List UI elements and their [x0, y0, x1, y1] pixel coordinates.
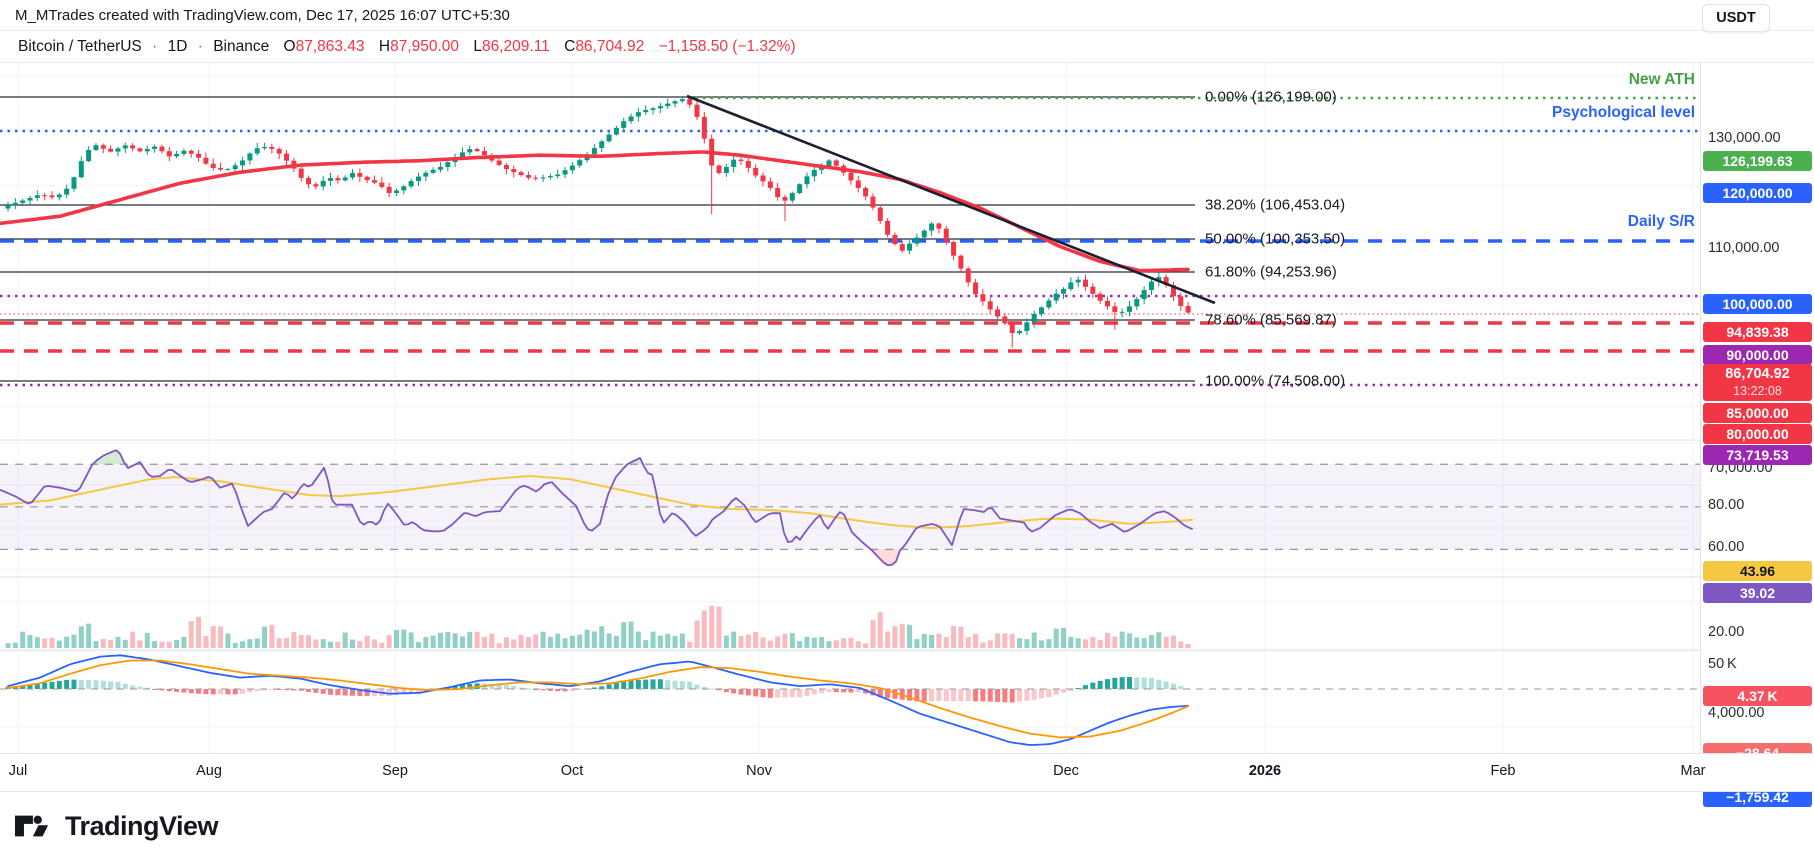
line-label-new-ath: New ATH — [1628, 71, 1695, 88]
axis-label: 50 K — [1708, 656, 1737, 672]
time-axis-month-label: Dec — [1053, 763, 1079, 779]
fib-level-label: 61.80% (94,253.96) — [1205, 263, 1337, 281]
tradingview-logo-icon — [15, 815, 49, 837]
tradingview-logo-text: TradingView — [65, 810, 219, 841]
price-badge: 43.96 — [1703, 561, 1812, 581]
time-axis-month-label: Sep — [382, 763, 408, 779]
fib-level-label: 78.60% (85,569.87) — [1205, 311, 1337, 329]
time-axis-month-label: Feb — [1490, 763, 1516, 779]
axis-label: 80.00 — [1708, 497, 1745, 513]
line-label-psychological-level: Psychological level — [1551, 104, 1695, 121]
price-badge: −1,759.42 — [1703, 787, 1812, 807]
line-label-daily-s-r: Daily S/R — [1627, 213, 1695, 230]
open-label: O — [283, 38, 296, 55]
time-axis[interactable]: Jul Aug Sep Oct Nov Dec 2026 Feb Mar — [0, 753, 1814, 792]
close-value: 86,704.92 — [575, 38, 645, 55]
price-badge: 120,000.00 — [1703, 183, 1812, 203]
price-badge: 39.02 — [1703, 583, 1812, 603]
symbol-title[interactable]: Bitcoin / TetherUS — [18, 38, 142, 55]
open-value: 87,863.43 — [295, 38, 365, 55]
chart-canvas[interactable] — [0, 0, 1700, 795]
axis-label: 130,000.00 — [1708, 130, 1781, 146]
price-badge: 73,719.53 — [1703, 445, 1812, 465]
price-badge: 100,000.00 — [1703, 294, 1812, 314]
exchange-label[interactable]: Binance — [213, 38, 270, 55]
high-label: H — [378, 38, 391, 55]
axis-label: 20.00 — [1708, 624, 1745, 640]
price-axis[interactable]: 86,704.92 13:22:08 130,000.00 110,000.00 7… — [1700, 62, 1814, 807]
price-badge: 85,000.00 — [1703, 403, 1812, 423]
low-value: 86,209.11 — [481, 38, 550, 55]
fib-level-label: 0.00% (126,199.00) — [1205, 88, 1337, 106]
fib-level-label: 100.00% (74,508.00) — [1205, 372, 1346, 390]
time-axis-month-label: Jul — [8, 763, 28, 779]
price-badge: 94,839.38 — [1703, 322, 1812, 342]
time-axis-month-label: Oct — [560, 763, 584, 779]
interval-label[interactable]: 1D — [167, 38, 188, 55]
change-value: −1,158.50 (−1.32%) — [658, 38, 796, 55]
low-label: L — [473, 38, 482, 55]
axis-label: 60.00 — [1708, 539, 1745, 555]
currency-toggle-button[interactable]: USDT — [1702, 4, 1770, 32]
time-axis-month-label: 2026 — [1248, 763, 1282, 779]
bar-countdown: 13:22:08 — [1733, 384, 1782, 398]
price-badge: 90,000.00 — [1703, 345, 1812, 365]
attribution-bar: M_MTrades created with TradingView.com, … — [0, 0, 1814, 31]
axis-label: 4,000.00 — [1708, 705, 1765, 721]
attribution-text: M_MTrades created with TradingView.com, … — [15, 7, 510, 24]
price-badge: 4.37 K — [1703, 686, 1812, 706]
fib-level-label: 38.20% (106,453.04) — [1205, 196, 1346, 214]
price-badge: 80,000.00 — [1703, 424, 1812, 444]
tradingview-logo[interactable]: TradingView — [15, 806, 219, 846]
separator: · — [197, 38, 203, 55]
current-price-value: 86,704.92 — [1725, 366, 1790, 382]
price-badge: 126,199.63 — [1703, 151, 1812, 171]
time-axis-month-label: Aug — [196, 763, 222, 779]
time-axis-month-label: Nov — [746, 763, 772, 779]
separator: · — [152, 38, 158, 55]
fib-level-label: 50.00% (100,353.50) — [1205, 230, 1346, 248]
time-axis-month-label: Mar — [1680, 763, 1706, 779]
symbol-info-bar: Bitcoin / TetherUS · 1D · Binance O87,86… — [0, 31, 1814, 63]
axis-label: 110,000.00 — [1708, 240, 1780, 256]
high-value: 87,950.00 — [390, 38, 460, 55]
close-label: C — [564, 38, 576, 55]
current-price-badge: 86,704.92 13:22:08 — [1703, 364, 1812, 401]
